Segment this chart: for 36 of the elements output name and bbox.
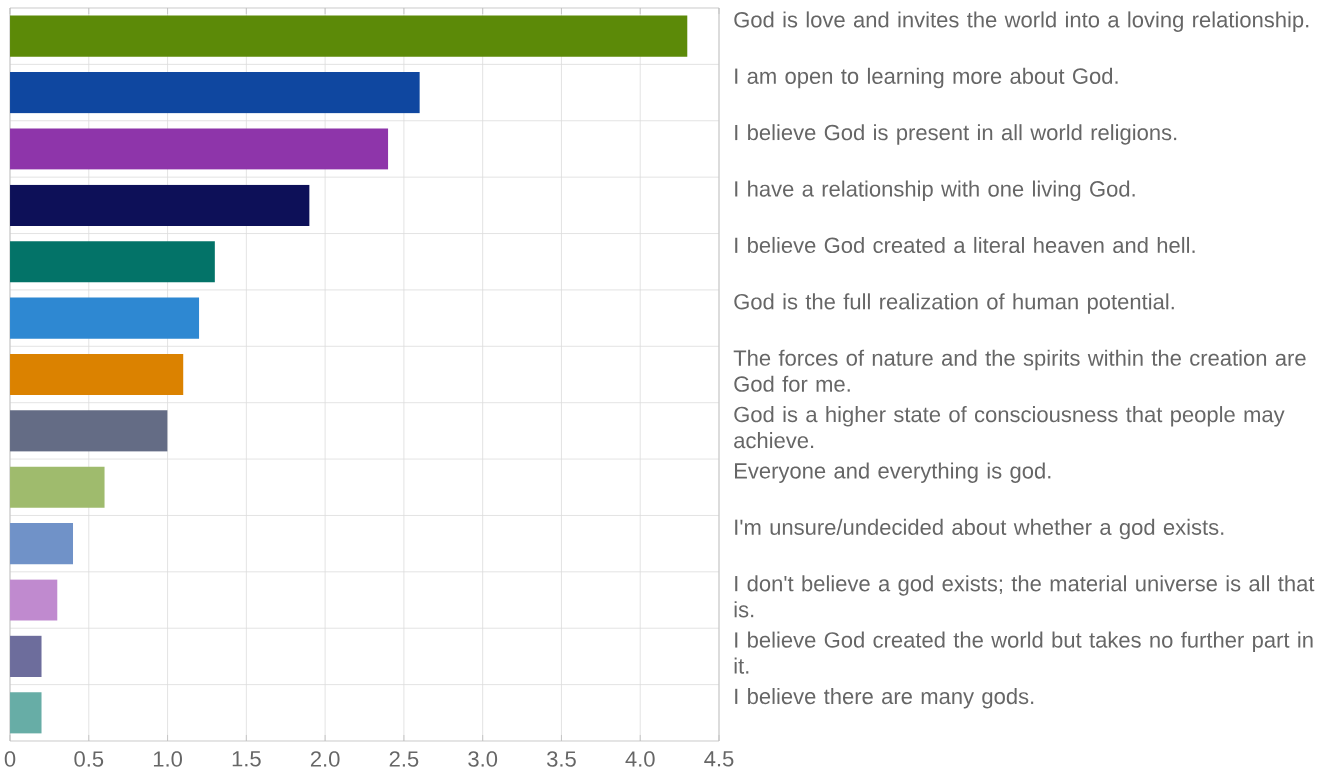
bar xyxy=(10,579,58,621)
x-tick-label: 2.5 xyxy=(389,751,419,767)
y-tick-label: God is love and invites the world into a loving relationship. xyxy=(734,11,1309,32)
x-tick-label: 4.0 xyxy=(625,751,655,767)
y-tick-label: God is the full realization of human potential. xyxy=(734,293,1174,314)
bar xyxy=(10,466,105,508)
y-tick-label: I'm unsure/undecided about whether a god exists. xyxy=(735,518,1224,540)
bar xyxy=(10,692,42,734)
bar xyxy=(10,71,420,114)
y-tick-label: I believe there are many gods. xyxy=(735,687,1034,709)
y-tick-label: I don't believe a god exists; the material universe is all that is. xyxy=(734,575,1315,618)
x-tick-label: 4.5 xyxy=(704,751,734,767)
bar xyxy=(10,184,310,226)
bar xyxy=(10,353,184,396)
y-tick-label: I believe God created the world but takes no further part in it. xyxy=(734,631,1313,674)
bar xyxy=(10,635,42,677)
x-tick-label: 2.0 xyxy=(310,751,340,767)
bar xyxy=(10,241,215,283)
x-tick-label: 0 xyxy=(4,751,16,767)
bar xyxy=(10,410,168,452)
y-tick-label: The forces of nature and the spirits within the creation are God for me. xyxy=(733,349,1306,392)
x-tick-label: 0.5 xyxy=(74,751,104,767)
bar xyxy=(10,297,200,339)
y-tick-label: God is a higher state of consciousness that people may achieve. xyxy=(734,406,1285,449)
y-tick-label: I believe God is present in all world religions. xyxy=(735,124,1177,145)
x-tick-label: 1.0 xyxy=(153,751,182,767)
bar xyxy=(10,15,688,57)
x-tick-label: 3.0 xyxy=(468,751,498,767)
y-tick-label: I am open to learning more about God. xyxy=(735,67,1118,89)
y-tick-label: Everyone and everything is god. xyxy=(735,462,1051,483)
y-tick-label: I have a relationship with one living God. xyxy=(735,180,1135,202)
x-tick-label: 3.5 xyxy=(546,751,576,767)
x-tick-label: 1.5 xyxy=(232,751,261,767)
y-tick-label: I believe God created a literal heaven and hell. xyxy=(735,236,1195,254)
bar xyxy=(10,128,389,170)
bar xyxy=(10,523,74,565)
